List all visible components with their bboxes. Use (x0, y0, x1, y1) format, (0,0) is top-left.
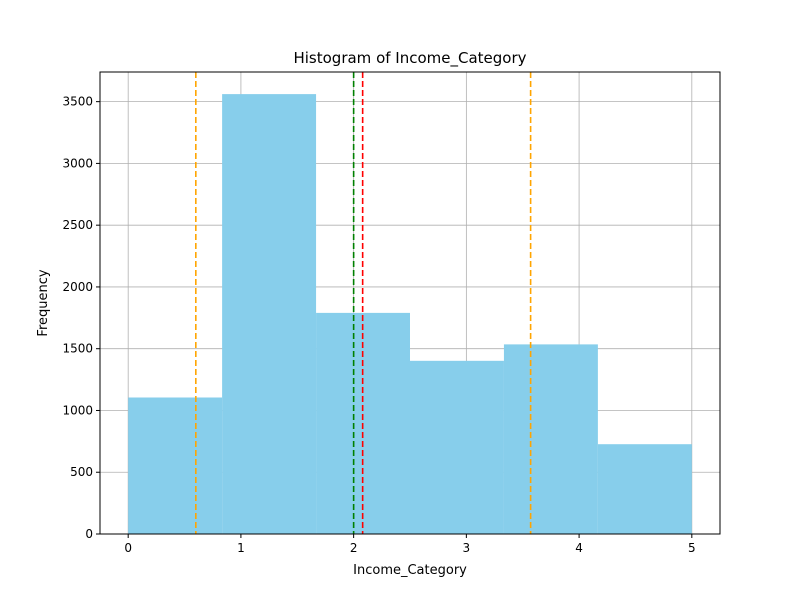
y-axis-label: Frequency (36, 269, 51, 336)
y-tick-label: 1500 (62, 342, 93, 356)
y-tick-label: 500 (70, 465, 93, 479)
y-tick-label: 2500 (62, 218, 93, 232)
chart-title: Histogram of Income_Category (293, 49, 526, 68)
histogram-bar (222, 94, 317, 535)
grid-lines (100, 72, 720, 535)
x-tick-label: 0 (124, 541, 132, 555)
y-tick-label: 1000 (62, 403, 93, 417)
x-tick-label: 2 (350, 541, 358, 555)
histogram-bar (128, 397, 223, 534)
y-tick-label: 0 (85, 527, 93, 541)
x-tick-label: 5 (688, 541, 696, 555)
histogram-bar (503, 344, 598, 534)
y-tick-label: 3000 (62, 156, 93, 170)
histogram-bar (410, 360, 504, 534)
histogram-bars (128, 94, 692, 535)
y-tick-label: 3500 (62, 95, 93, 109)
x-tick-label: 3 (463, 541, 471, 555)
axis-ticks: 0 1 2 3 4 5 0 500 1000 1500 2000 2500 3000 3500 (62, 95, 695, 555)
y-tick-label: 2000 (62, 280, 93, 294)
plot-frame (99, 71, 721, 535)
x-tick-label: 4 (575, 541, 583, 555)
x-tick-label: 1 (237, 541, 245, 555)
reference-lines (195, 72, 532, 534)
x-axis-label: Income_Category (353, 563, 467, 578)
histogram-bar (597, 444, 692, 534)
